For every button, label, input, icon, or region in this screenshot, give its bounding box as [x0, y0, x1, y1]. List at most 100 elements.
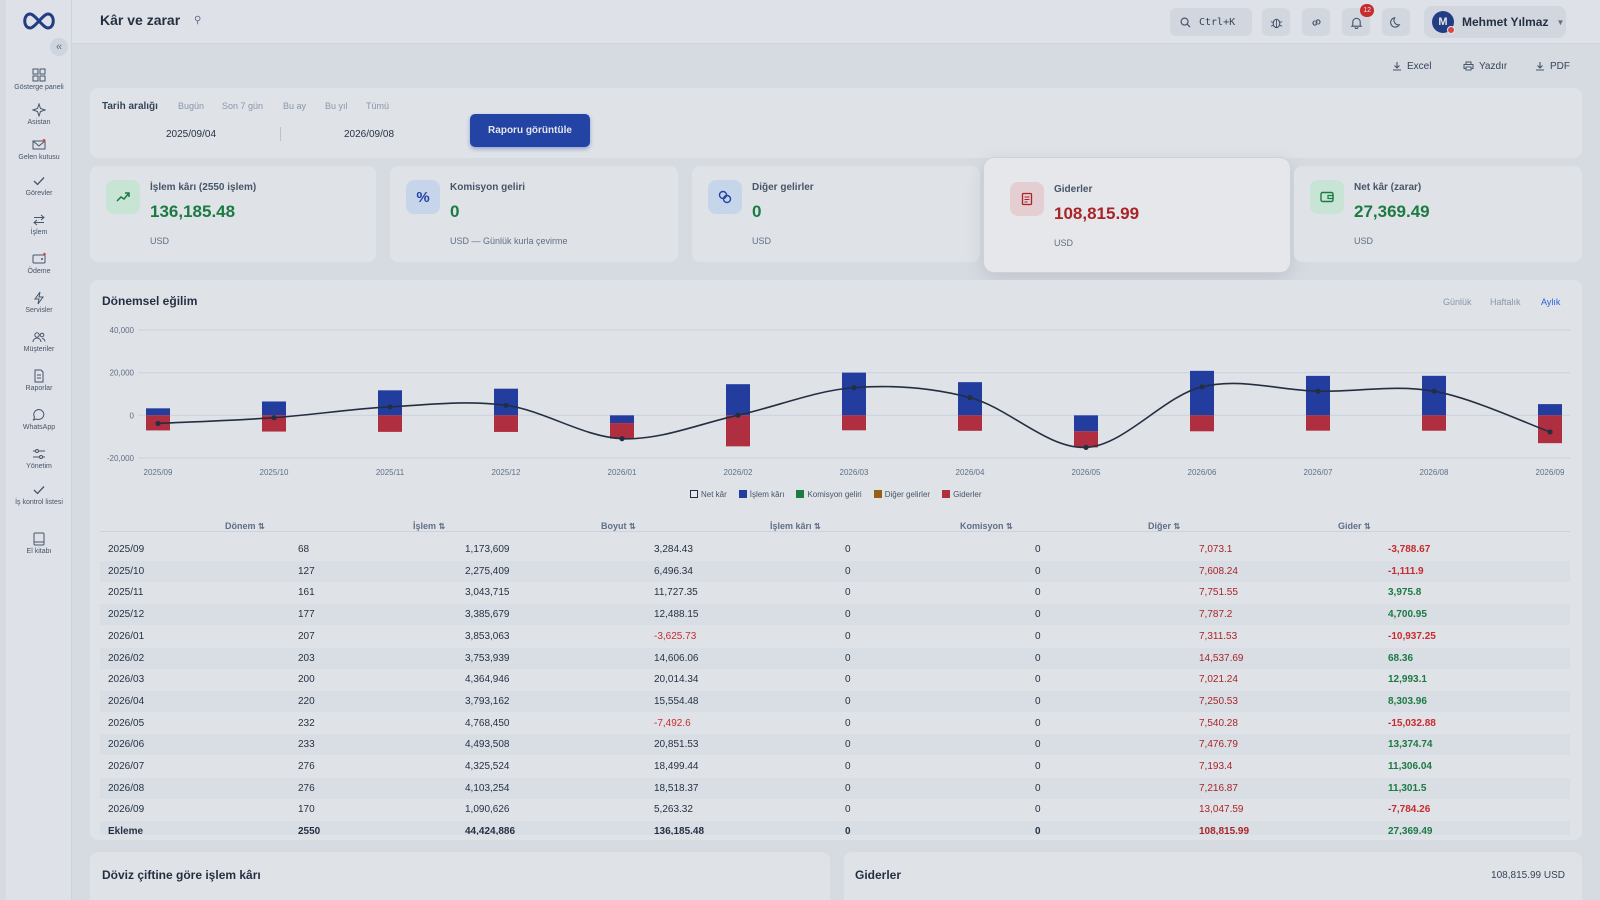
tab-daily[interactable]: Günlük: [1443, 297, 1472, 307]
table-row[interactable]: 2026/06 233 4,493,508 20,851.53 0 0 7,476.79 13…: [100, 734, 1570, 756]
table-row[interactable]: 2026/07 276 4,325,524 18,499.44 0 0 7,193.4 11,…: [100, 756, 1570, 777]
table-row[interactable]: 2025/09 68 1,173,609 3,284.43 0 0 7,073.1 -3,78…: [100, 539, 1570, 560]
moon-icon: [1389, 16, 1400, 28]
logo-icon[interactable]: [21, 10, 57, 32]
range-chip-all[interactable]: Tümü: [366, 101, 390, 111]
print-button[interactable]: Yazdır: [1463, 58, 1507, 74]
x-tick-label: 2025/10: [260, 468, 289, 477]
bar-3-7: [958, 415, 982, 431]
sidebar-item-11[interactable]: İş kontrol listesi: [6, 483, 72, 517]
legend-item[interactable]: Net kâr: [690, 487, 727, 501]
column-header[interactable]: Boyut ⇅: [601, 521, 636, 531]
column-header[interactable]: Diğer ⇅: [1148, 521, 1180, 531]
sidebar-item-2[interactable]: Gelen kutusu: [6, 138, 72, 172]
sidebar-item-6[interactable]: Servisler: [6, 291, 72, 325]
user-menu[interactable]: M Mehmet Yılmaz ▼: [1424, 6, 1566, 38]
tab-weekly[interactable]: Haftalık: [1490, 297, 1521, 307]
column-header[interactable]: İşlem ⇅: [413, 521, 445, 531]
net-profit-point-9: [1199, 384, 1205, 390]
sidebar-item-1[interactable]: Asistan: [6, 103, 72, 137]
table-row[interactable]: 2026/05 232 4,768,450 -7,492.6 0 0 7,540.28 -15…: [100, 713, 1570, 734]
table-cell: 108,815.99: [1199, 826, 1250, 835]
table-row[interactable]: 2025/12 177 3,385,679 12,488.15 0 0 7,787.2 4,7…: [100, 604, 1570, 626]
sidebar-item-label: Yönetim: [26, 463, 52, 470]
column-header[interactable]: İşlem kârı ⇅: [770, 521, 821, 531]
sidebar-item-8[interactable]: Raporlar: [6, 369, 72, 403]
card-expenses[interactable]: Giderler 108,815.99 USD: [994, 168, 1280, 264]
sidebar-item-4[interactable]: İşlem: [6, 213, 72, 247]
sidebar-item-0[interactable]: Gösterge paneli: [6, 68, 72, 102]
table-row[interactable]: 2025/10 127 2,275,409 6,496.34 0 0 7,608.24 -1,…: [100, 560, 1570, 582]
sidebar-item-label: Gösterge paneli: [14, 84, 64, 91]
search-button[interactable]: Ctrl+K: [1170, 8, 1252, 36]
view-report-button[interactable]: Raporu görüntüle: [470, 114, 590, 147]
column-header[interactable]: Dönem ⇅: [225, 521, 265, 531]
pin-icon[interactable]: ⚲: [194, 15, 202, 26]
search-shortcut: Ctrl+K: [1199, 16, 1236, 28]
filter-panel: [90, 88, 1582, 158]
table-cell: 2550: [298, 826, 321, 835]
table-cell: 3,793,162: [465, 695, 510, 707]
legend-item[interactable]: Diğer gelirler: [873, 487, 930, 501]
table-row[interactable]: 2026/08 276 4,103,254 18,518.37 0 0 7,216.87 11…: [100, 777, 1570, 799]
theme-toggle-button[interactable]: [1382, 8, 1410, 36]
table-row[interactable]: 2026/01 207 3,853,063 -3,625.73 0 0 7,311.53 -1…: [100, 626, 1570, 647]
column-header-label: Diğer: [1148, 521, 1172, 531]
legend-label: İşlem kârı: [749, 489, 785, 499]
table-row[interactable]: 2026/02 203 3,753,939 14,606.06 0 0 14,537.69 6…: [100, 647, 1570, 669]
net-profit-point-10: [1315, 388, 1321, 394]
column-header[interactable]: Komisyon ⇅: [960, 521, 1013, 531]
legend-item[interactable]: Giderler: [942, 487, 982, 501]
end-date-input[interactable]: 2026/09/08: [343, 128, 395, 140]
start-date-input[interactable]: 2025/09/04: [165, 128, 217, 140]
export-pdf-button[interactable]: PDF: [1535, 58, 1570, 74]
bug-report-button[interactable]: [1262, 8, 1290, 36]
table-total-row[interactable]: Ekleme 2550 44,424,886 136,185.48 0 0 108,815.…: [100, 821, 1570, 835]
sidebar-item-label: El kitabı: [26, 548, 52, 555]
tab-monthly[interactable]: Aylık: [1541, 297, 1561, 307]
legend-item[interactable]: Komisyon geliri: [796, 487, 862, 501]
x-tick-label: 2025/11: [376, 468, 405, 477]
range-chip-year[interactable]: Bu yıl: [325, 101, 348, 111]
print-label: Yazdır: [1479, 60, 1508, 72]
search-icon: [1180, 17, 1191, 28]
sidebar-item-3[interactable]: Görevler: [6, 174, 72, 208]
sort-icon: ⇅: [814, 522, 821, 531]
table-row[interactable]: 2026/09 170 1,090,626 5,263.32 0 0 13,047.59 -7…: [100, 799, 1570, 820]
table-row[interactable]: 2026/03 200 4,364,946 20,014.34 0 0 7,021.24 12…: [100, 669, 1570, 690]
table-cell: 207: [298, 630, 315, 642]
table-cell: 203: [298, 652, 315, 664]
bar-0-5: [726, 384, 750, 416]
notifications-button[interactable]: 12: [1342, 4, 1374, 36]
table-cell: 0: [1035, 804, 1041, 816]
range-chip-last7[interactable]: Son 7 gün: [222, 101, 264, 111]
y-tick-label: -20,000: [107, 454, 135, 463]
sidebar-item-9[interactable]: WhatsApp: [6, 408, 72, 442]
table-cell: 18,499.44: [654, 761, 699, 772]
table-row[interactable]: 2025/11 161 3,043,715 11,727.35 0 0 7,751.55 3,…: [100, 582, 1570, 603]
range-chip-month[interactable]: Bu ay: [283, 101, 307, 111]
link-button[interactable]: [1302, 8, 1330, 36]
table-cell: 1,173,609: [465, 544, 510, 555]
legend-label: Giderler: [953, 489, 982, 499]
export-excel-button[interactable]: Excel: [1392, 58, 1431, 74]
sort-icon: ⇅: [1173, 522, 1181, 531]
table-row[interactable]: 2026/04 220 3,793,162 15,554.48 0 0 7,250.53 8,…: [100, 690, 1570, 712]
table-cell: 7,787.2: [1199, 609, 1233, 621]
table-cell: 2026/05: [108, 717, 145, 729]
sidebar-item-7[interactable]: Müşteriler: [6, 330, 72, 364]
column-header[interactable]: Gider ⇅: [1338, 521, 1371, 531]
collapse-sidebar-icon[interactable]: «: [50, 38, 68, 56]
table-cell: 7,751.55: [1199, 587, 1238, 599]
sidebar-item-12[interactable]: El kitabı: [6, 532, 72, 566]
x-tick-label: 2026/03: [840, 468, 869, 477]
x-tick-label: 2026/02: [724, 468, 753, 477]
legend-item[interactable]: İşlem kârı: [738, 487, 785, 501]
sidebar-item-10[interactable]: Yönetim: [6, 447, 72, 481]
net-profit-point-12: [1547, 429, 1553, 435]
table-cell: 3,043,715: [465, 587, 510, 599]
legend-label: Net kâr: [701, 489, 727, 499]
sidebar-item-5[interactable]: Ödeme: [6, 252, 72, 286]
bar-3-4: [610, 423, 634, 439]
range-chip-today[interactable]: Bugün: [178, 101, 205, 111]
